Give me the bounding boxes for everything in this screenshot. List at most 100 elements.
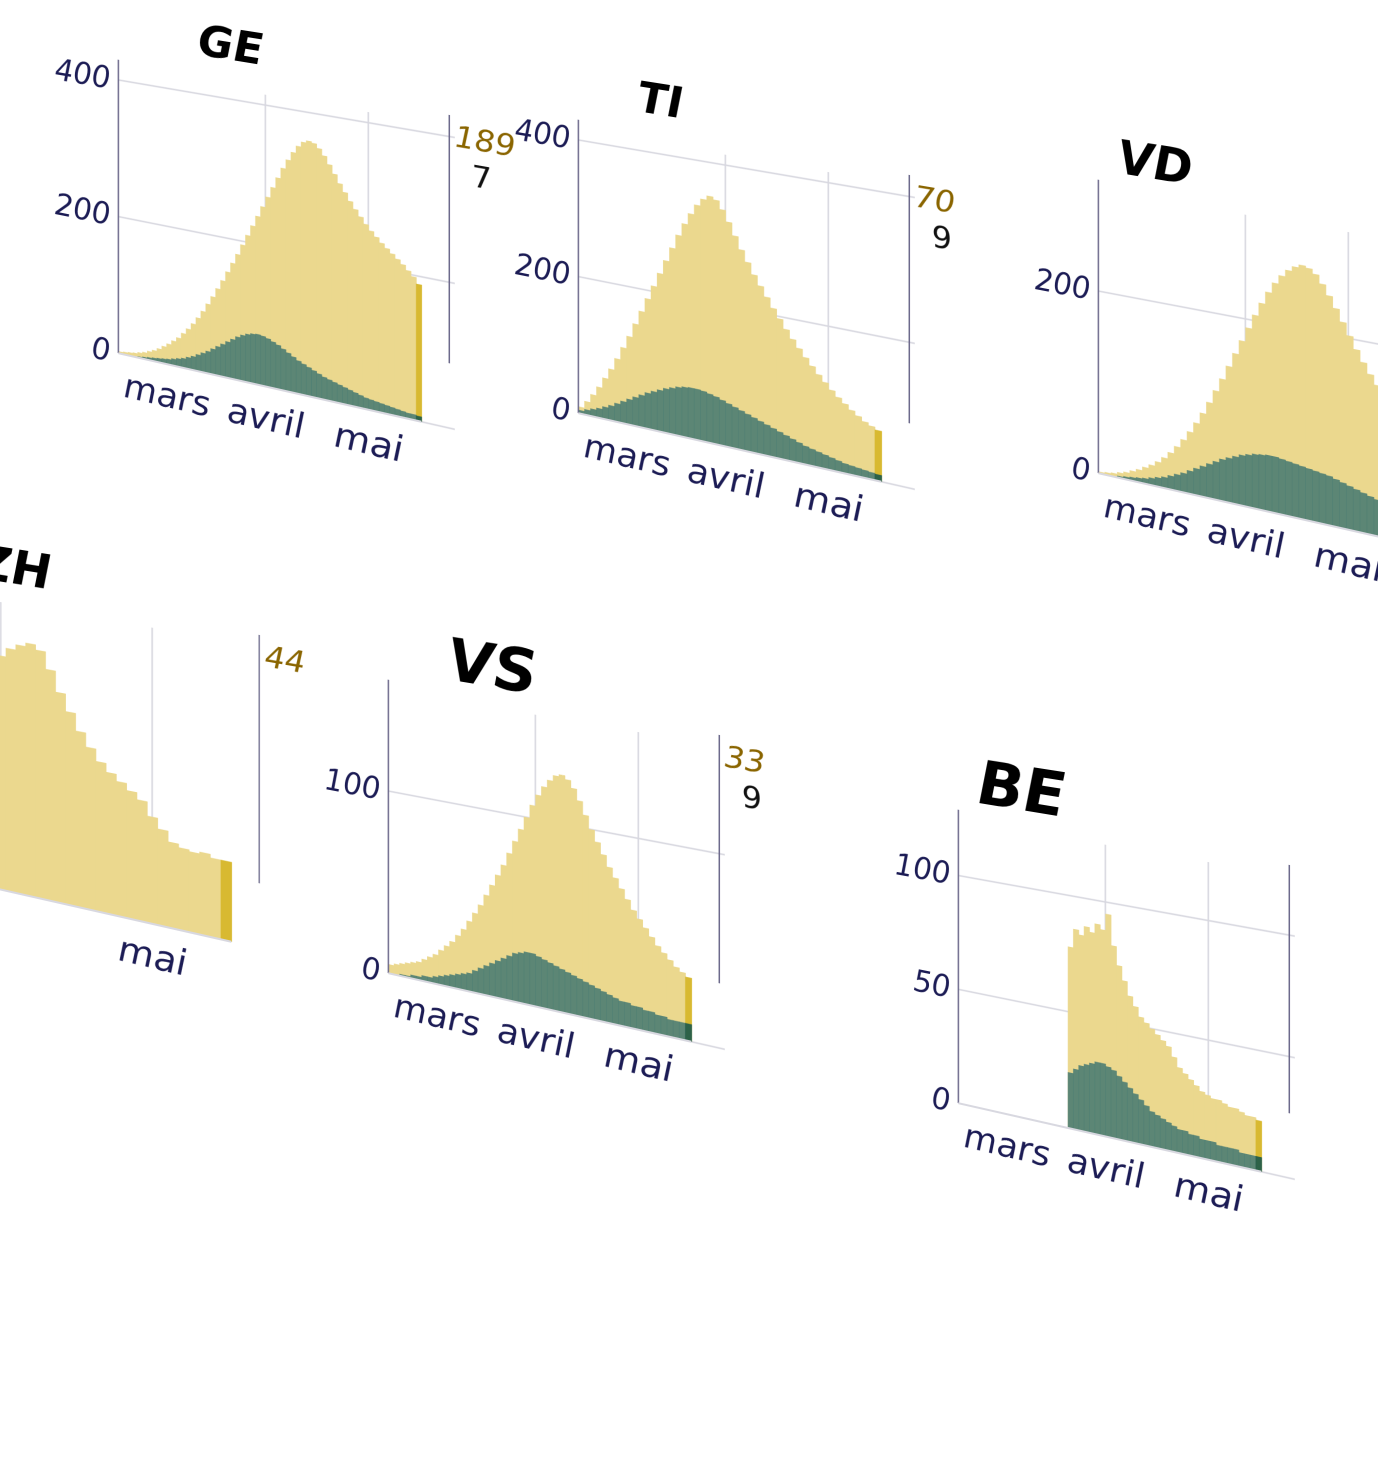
chart-title: GE (198, 15, 263, 76)
chart-panel-ge: GE 0 200 400 mars avril mai 189 7 (60, 40, 455, 462)
icu-bar (783, 435, 790, 462)
hospital-bar (55, 692, 66, 905)
icu-bar (600, 991, 607, 1023)
icu-bar (688, 387, 695, 440)
hospital-bar (384, 248, 390, 415)
icu-bar (1073, 1069, 1079, 1131)
icu-bar (1182, 1130, 1188, 1155)
icu-bar (725, 403, 732, 448)
hospital-bar (374, 236, 380, 412)
chart-panel-vd: VD 0 200 mars avril mai (1040, 160, 1378, 582)
icu-bar (306, 367, 312, 397)
icu-bar (1149, 1111, 1155, 1148)
y-gridline (578, 140, 914, 198)
icu-bar (1226, 457, 1233, 503)
icu-bar (311, 370, 317, 398)
chart-title: VS (448, 624, 537, 708)
x-tick-label: mai (794, 473, 864, 531)
icu-bar (1205, 1140, 1211, 1161)
icu-bar (1180, 472, 1187, 493)
hospital-bar (337, 183, 343, 404)
hospital-bar (353, 209, 359, 408)
icu-bar (1154, 1114, 1160, 1149)
icu-bar (651, 391, 658, 431)
icu-bar (751, 417, 758, 454)
icu-bar (461, 973, 467, 991)
icu-bar (682, 386, 689, 438)
icu-bar (1138, 1099, 1144, 1145)
icu-bar (802, 445, 809, 465)
icu-bar (663, 388, 670, 434)
icu-bar (675, 386, 682, 436)
icu-bar (645, 392, 652, 430)
chart-panel-vs: VS 0 100 mars avril mai 33 9 (330, 660, 725, 1082)
icu-bar (632, 396, 639, 427)
hospital-bar (400, 264, 406, 418)
icu-bar (576, 978, 583, 1017)
icu-bar (1360, 492, 1368, 534)
icu-bar (654, 1014, 661, 1035)
icu-bar (265, 338, 271, 388)
chart-svg-vs: VS 0 100 mars avril mai 339 (330, 660, 725, 1082)
hospital-bar (137, 799, 148, 923)
icu-bar (1105, 1066, 1111, 1138)
hospital-bar (363, 224, 369, 410)
icu-bar (1299, 465, 1306, 520)
icu-bar (626, 399, 633, 426)
icu-bar (524, 951, 530, 1005)
icu-bar (763, 424, 770, 457)
icu-bar (1122, 1081, 1128, 1141)
icu-bar (206, 351, 212, 374)
icu-bar (700, 390, 707, 442)
chart-panel-be: BE 0 50 100 mars avril mai (900, 790, 1295, 1212)
icu-bar (506, 955, 512, 1001)
icu-bar (495, 960, 501, 999)
icu-bar (612, 997, 619, 1025)
hospital-bar (321, 155, 327, 400)
icu-bar (582, 981, 589, 1018)
icu-bar (1285, 461, 1292, 517)
hospital-bar (45, 669, 56, 902)
icu-bar (512, 953, 518, 1003)
x-tick-label: mai (118, 927, 187, 985)
hospital-bar (116, 781, 127, 918)
hospital-bar (332, 173, 338, 402)
icu-bar (606, 994, 613, 1024)
icu-bar (321, 376, 327, 400)
icu-bar (770, 427, 777, 458)
icu-bar (706, 393, 713, 444)
icu-bar (296, 360, 302, 395)
icu-bar (1219, 459, 1226, 503)
chart-title: VD (1118, 130, 1192, 197)
x-tick-label: mai (1174, 1163, 1244, 1221)
icu-bar (1292, 463, 1299, 519)
icu-bar (618, 1000, 625, 1026)
icu-bar (1272, 456, 1279, 514)
x-tick-label: mars (964, 1115, 1050, 1175)
hospital-bar (16, 644, 26, 895)
icu-bar (483, 965, 489, 996)
icu-bar (210, 348, 216, 375)
x-tick-label: mai (1314, 533, 1378, 591)
icu-bar (260, 335, 266, 386)
icu-bar (1326, 475, 1333, 526)
y-tick-label: 200 (1035, 262, 1091, 307)
x-tick-label: mars (1104, 485, 1190, 545)
icu-bar (255, 334, 261, 386)
x-tick-label: mai (604, 1033, 674, 1091)
x-tick-label: mars (124, 365, 210, 425)
hospital-bar (168, 841, 179, 929)
icu-bar (250, 333, 256, 384)
hospital-bar (157, 829, 168, 928)
chart-panel-zh: ZH mai 44 (0, 560, 265, 982)
icu-bar (620, 401, 627, 425)
icu-bar (1166, 1122, 1172, 1152)
icu-bar (1252, 453, 1259, 509)
hospital-bar (126, 790, 137, 920)
end-value-hospital: 33 (725, 738, 765, 781)
icu-bar (1332, 478, 1339, 527)
hospital-bar (221, 860, 232, 942)
icu-bar (796, 442, 803, 464)
icu-bar (472, 970, 478, 994)
hospital-bar (210, 857, 221, 939)
